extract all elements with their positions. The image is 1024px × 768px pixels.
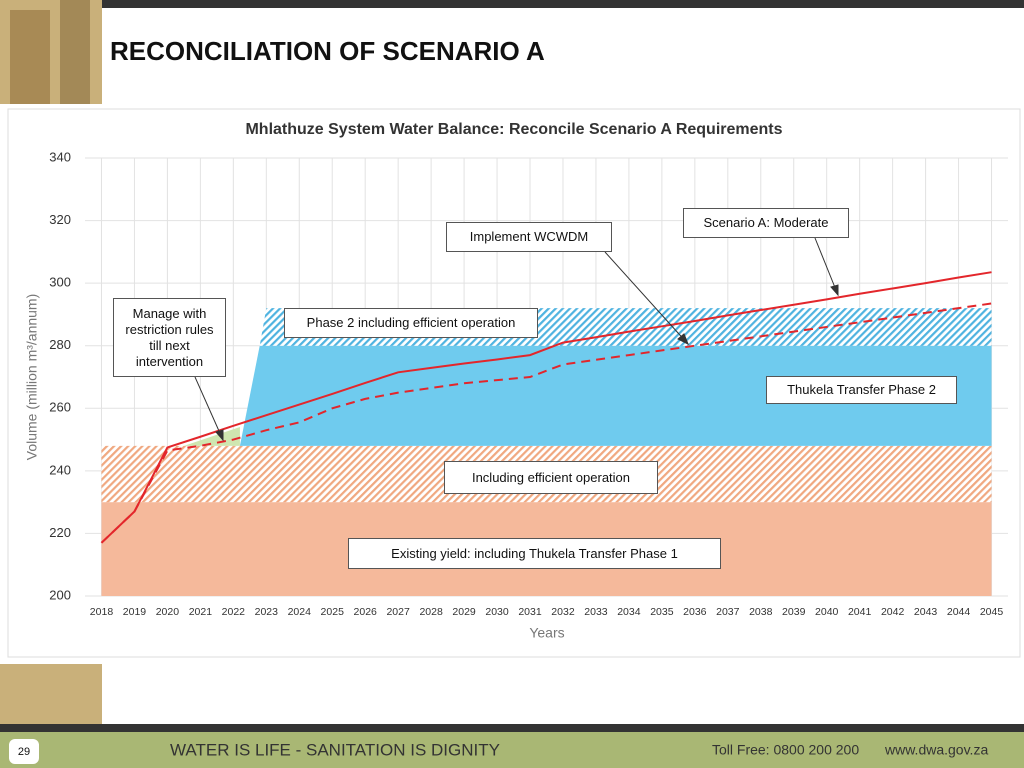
x-tick-label: 2041 bbox=[848, 606, 872, 618]
top-bar bbox=[0, 0, 1024, 8]
x-tick-label: 2032 bbox=[551, 606, 575, 618]
x-axis-label: Years bbox=[529, 625, 564, 641]
x-tick-label: 2027 bbox=[386, 606, 410, 618]
corner-image bbox=[60, 0, 90, 104]
area bbox=[183, 427, 240, 446]
y-tick-label: 240 bbox=[49, 462, 71, 477]
line bbox=[100, 302, 992, 544]
footer bbox=[0, 732, 1024, 768]
x-tick-label: 2020 bbox=[156, 606, 180, 618]
x-tick-label: 2038 bbox=[749, 606, 773, 618]
line bbox=[100, 271, 992, 544]
x-tick-label: 2030 bbox=[485, 606, 509, 618]
corner-image bbox=[10, 10, 50, 104]
annotation: Scenario A: Moderate bbox=[683, 208, 849, 238]
x-tick-label: 2018 bbox=[90, 606, 114, 618]
x-tick-label: 2025 bbox=[321, 606, 345, 618]
x-tick-label: 2029 bbox=[452, 606, 476, 618]
annotation: Thukela Transfer Phase 2 bbox=[766, 376, 957, 404]
y-axis-label: Volume (million m³/annum) bbox=[24, 294, 40, 461]
annotation: Implement WCWDM bbox=[446, 222, 612, 252]
x-tick-label: 2039 bbox=[782, 606, 806, 618]
y-tick-label: 320 bbox=[49, 212, 71, 227]
x-tick-label: 2042 bbox=[881, 606, 905, 618]
annotation: Including efficient operation bbox=[444, 461, 658, 494]
x-tick-label: 2036 bbox=[683, 606, 707, 618]
y-tick-label: 340 bbox=[49, 149, 71, 164]
x-tick-label: 2035 bbox=[650, 606, 674, 618]
x-tick-label: 2021 bbox=[189, 606, 213, 618]
x-tick-label: 2026 bbox=[354, 606, 378, 618]
x-tick-label: 2028 bbox=[419, 606, 443, 618]
page-badge bbox=[9, 739, 39, 764]
x-tick-label: 2037 bbox=[716, 606, 740, 618]
x-tick-label: 2045 bbox=[980, 606, 1004, 618]
annotation: Existing yield: including Thukela Transf… bbox=[348, 538, 721, 569]
y-tick-label: 260 bbox=[49, 400, 71, 415]
website: www.dwa.gov.za bbox=[884, 742, 988, 758]
y-tick-label: 300 bbox=[49, 275, 71, 290]
page-number: 29 bbox=[18, 746, 30, 758]
x-tick-label: 2024 bbox=[288, 606, 312, 618]
y-tick-label: 280 bbox=[49, 337, 71, 352]
chart-title: Mhlathuze System Water Balance: Reconcil… bbox=[245, 121, 782, 138]
toll-free: Toll Free: 0800 200 200 bbox=[712, 742, 859, 758]
annotation: Manage with restriction rules till next … bbox=[113, 298, 226, 377]
slide-title: RECONCILIATION OF SCENARIO A bbox=[110, 36, 545, 66]
x-tick-label: 2033 bbox=[584, 606, 608, 618]
x-tick-label: 2019 bbox=[123, 606, 147, 618]
x-tick-label: 2043 bbox=[914, 606, 938, 618]
area bbox=[239, 345, 992, 446]
x-tick-label: 2044 bbox=[947, 606, 971, 618]
x-tick-label: 2034 bbox=[617, 606, 641, 618]
x-tick-label: 2040 bbox=[815, 606, 839, 618]
y-tick-label: 200 bbox=[49, 587, 71, 602]
corner-image bbox=[0, 664, 102, 726]
y-tick-label: 220 bbox=[49, 525, 71, 540]
arrows bbox=[194, 237, 839, 442]
x-tick-label: 2022 bbox=[222, 606, 246, 618]
annotation: Phase 2 including efficient operation bbox=[284, 308, 538, 338]
x-tick-label: 2023 bbox=[255, 606, 279, 618]
footer-bar bbox=[0, 724, 1024, 732]
motto: WATER IS LIFE - SANITATION IS DIGNITY bbox=[170, 740, 500, 759]
x-tick-label: 2031 bbox=[518, 606, 542, 618]
